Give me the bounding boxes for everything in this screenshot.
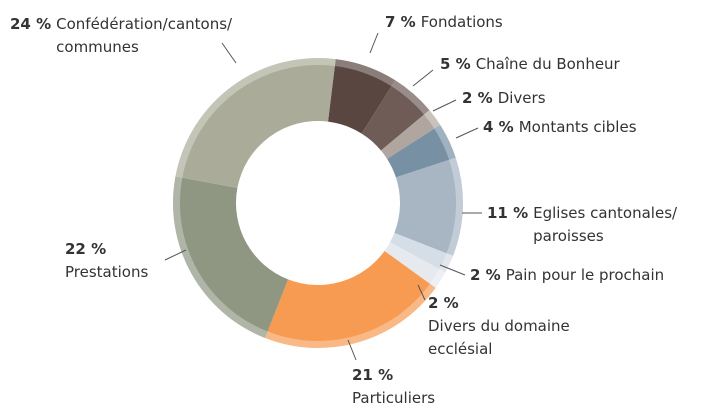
- segment-label: 2 % Pain pour le prochain: [470, 264, 664, 287]
- donut-segment: [384, 242, 446, 288]
- percent-label: 2 %: [462, 89, 493, 107]
- category-label: Divers: [497, 89, 546, 107]
- leader-line: [417, 284, 426, 301]
- leader-line: [347, 339, 357, 361]
- category-label: Divers du domaine ecclésial: [428, 317, 570, 358]
- donut-segment: [173, 176, 289, 339]
- percent-label: 11 %: [487, 204, 529, 222]
- percent-label: 5 %: [440, 55, 471, 73]
- leader-line: [164, 249, 187, 261]
- donut-segment: [394, 157, 463, 256]
- donut-segment: [389, 232, 454, 273]
- category-label: Chaîne du Bonheur: [475, 55, 620, 73]
- donut-segment: [361, 80, 430, 151]
- category-label: Montants cibles: [518, 118, 637, 136]
- percent-label: 2 %: [470, 266, 501, 284]
- leader-line: [369, 32, 379, 54]
- percent-label: 24 %: [10, 15, 52, 33]
- segment-label: 11 % Eglises cantonales/ paroisses: [487, 202, 677, 248]
- category-label: Fondations: [420, 13, 503, 31]
- leader-line: [432, 99, 457, 112]
- outer-rim: [173, 58, 463, 348]
- leader-line: [221, 42, 237, 64]
- leader-line: [412, 69, 434, 87]
- segment-label: 21 % Particuliers: [352, 364, 435, 410]
- donut-segment: [387, 124, 456, 178]
- category-label: Pain pour le prochain: [505, 266, 665, 284]
- category-label: Prestations: [65, 263, 149, 281]
- segment-label: 22 % Prestations: [65, 238, 148, 284]
- percent-label: 2 %: [428, 294, 459, 312]
- donut-segment: [327, 59, 396, 134]
- segment-label: 5 % Chaîne du Bonheur: [440, 53, 620, 76]
- segment-label: 2 % Divers du domaine ecclésial: [428, 292, 570, 361]
- segment-label: 4 % Montants cibles: [483, 116, 637, 139]
- percent-label: 4 %: [483, 118, 514, 136]
- percent-label: 7 %: [385, 13, 416, 31]
- category-label: Particuliers: [352, 389, 436, 407]
- leader-line: [439, 264, 466, 276]
- leader-line: [455, 127, 479, 139]
- segment-label: 2 % Divers: [462, 87, 546, 110]
- segment-label: 24 % Confédération/cantons/ communes: [10, 13, 232, 59]
- percent-label: 22 %: [65, 240, 107, 258]
- category-label: Confédération/cantons/ communes: [56, 15, 233, 56]
- donut-segment: [175, 57, 336, 188]
- segment-label: 7 % Fondations: [385, 11, 503, 34]
- percent-label: 21 %: [352, 366, 394, 384]
- category-label: Eglises cantonales/ paroisses: [533, 204, 678, 245]
- donut-segment: [380, 110, 441, 159]
- donut-segment: [265, 250, 436, 348]
